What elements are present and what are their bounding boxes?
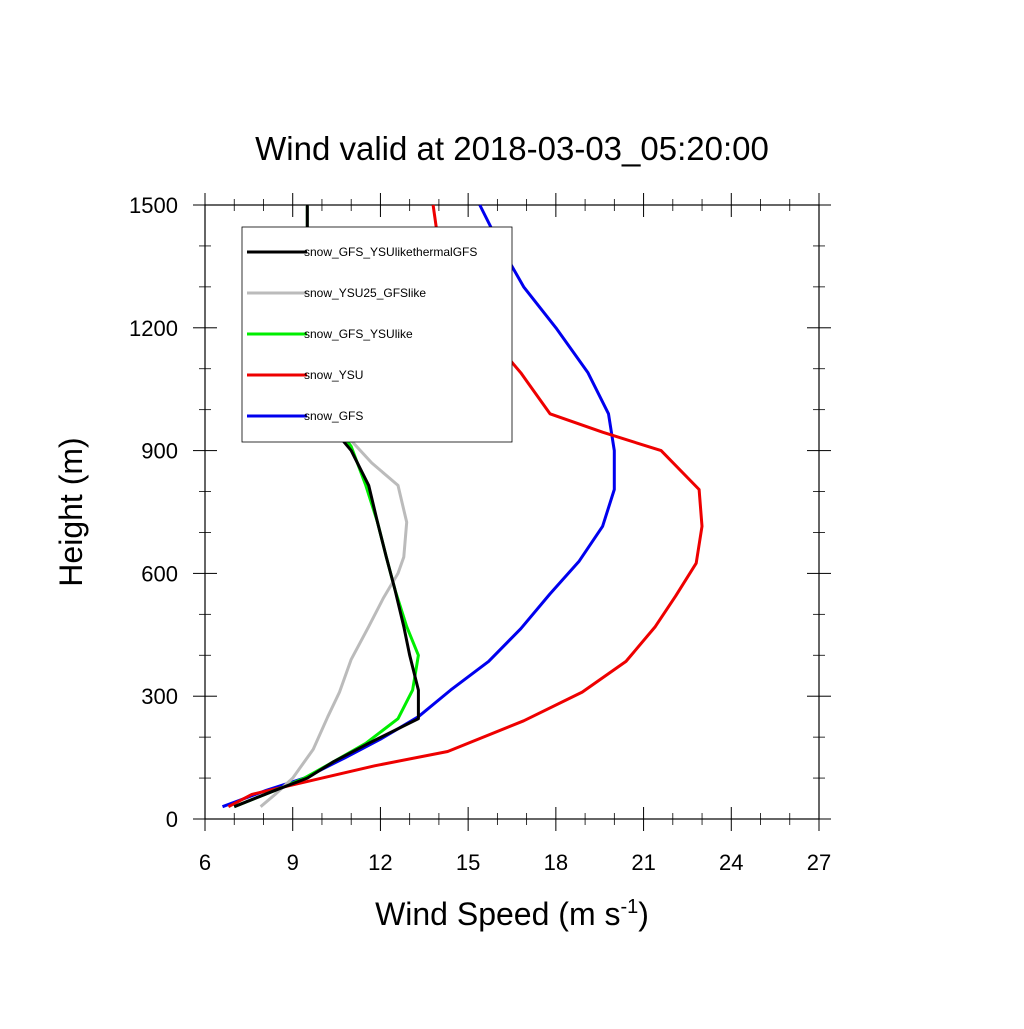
- x-axis-label-main: Wind Speed (m s: [375, 896, 620, 932]
- x-tick-label: 21: [631, 850, 655, 875]
- legend: snow_GFS_YSUlikethermalGFS snow_YSU25_GFS…: [241, 226, 513, 443]
- x-axis-label: Wind Speed (m s-1): [375, 896, 649, 932]
- x-tick-label: 27: [807, 850, 831, 875]
- x-tick-label: 12: [368, 850, 392, 875]
- x-tick-label: 15: [456, 850, 480, 875]
- series-line-snow_GFS: [221, 204, 616, 809]
- legend-label-snow_GFS_YSUlikethermalGFS: snow_GFS_YSUlikethermalGFS: [304, 245, 477, 259]
- y-tick-label: 600: [141, 561, 178, 586]
- x-tick-label: 18: [544, 850, 568, 875]
- ticks-layer: 6 9 12 15 18 21 24 27 0 300 600 900 1200 1500: [129, 193, 831, 875]
- y-tick-label: 900: [141, 439, 178, 464]
- legend-label-snow_YSU: snow_YSU: [304, 368, 363, 382]
- x-tick-label: 9: [287, 850, 299, 875]
- x-tick-label: 24: [719, 850, 743, 875]
- plot-frame: [204, 204, 820, 820]
- x-axis-label-suffix: ): [638, 896, 649, 932]
- y-tick-label: 300: [141, 684, 178, 709]
- x-axis-label-superscript: -1: [620, 896, 638, 918]
- y-tick-label: 1500: [129, 193, 178, 218]
- chart-title: Wind valid at 2018-03-03_05:20:00: [255, 130, 769, 167]
- legend-label-snow_GFS: snow_GFS: [304, 409, 363, 423]
- y-axis-label: Height (m): [53, 437, 89, 586]
- x-tick-label: 6: [199, 850, 211, 875]
- legend-label-snow_YSU25_GFSlike: snow_YSU25_GFSlike: [304, 286, 426, 300]
- y-tick-label: 1200: [129, 316, 178, 341]
- y-tick-label: 0: [166, 807, 178, 832]
- legend-label-snow_GFS_YSUlike: snow_GFS_YSUlike: [304, 327, 413, 341]
